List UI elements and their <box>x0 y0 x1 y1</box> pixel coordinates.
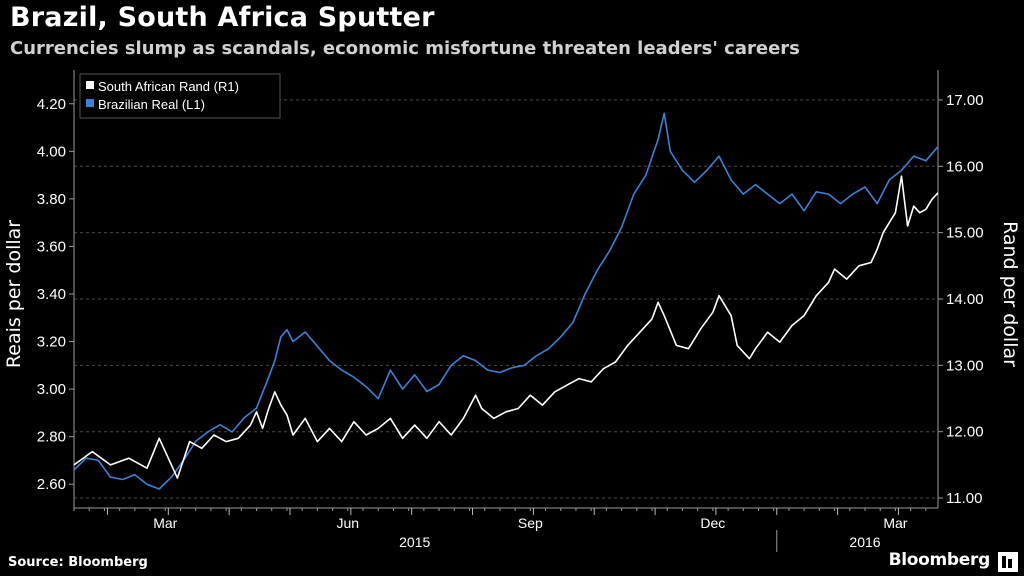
series-line-rand <box>73 175 939 479</box>
y-tick-label-right: 13.00 <box>946 357 984 374</box>
y-tick-label-right: 17.00 <box>946 92 984 109</box>
y-tick-label-right: 11.00 <box>946 490 982 507</box>
y-tick-label-left: 3.80 <box>37 191 66 208</box>
legend-box <box>79 73 281 119</box>
y-tick-label-left: 3.00 <box>37 381 66 398</box>
brand-name: Bloomberg <box>888 550 991 570</box>
y-tick-label-left: 2.60 <box>37 476 66 493</box>
chart-title: Brazil, South Africa Sputter <box>10 2 435 33</box>
chart-axes: 4.20 4.00 3.80 3.60 3.40 3.20 3.00 2.80 2.60 17.0… <box>3 70 1021 552</box>
y-tick-label-left: 2.80 <box>37 429 66 446</box>
y-tick-label-right: 16.00 <box>946 158 984 175</box>
x-tick-label-month: Dec <box>700 515 725 531</box>
y-tick-label-left: 4.00 <box>37 143 66 160</box>
grid-lines <box>74 99 938 499</box>
y-axis-title-left: Reais per dollar <box>3 220 25 368</box>
legend-label-real: Brazilian Real (L1) <box>98 97 205 112</box>
y-tick-label-left: 3.60 <box>37 238 66 255</box>
chart-subtitle: Currencies slump as scandals, economic m… <box>10 38 800 59</box>
source-note: Source: Bloomberg <box>8 555 148 570</box>
legend-swatch-real <box>86 99 94 107</box>
x-tick-label-year: 2015 <box>399 534 430 550</box>
y-tick-label-left: 3.20 <box>37 334 66 351</box>
x-tick-label-year: 2016 <box>849 534 880 550</box>
y-tick-label-left: 3.40 <box>37 286 66 303</box>
legend-label-rand: South African Rand (R1) <box>98 79 239 94</box>
y-axis-title-right: Rand per dollar <box>999 221 1021 367</box>
y-tick-label-right: 14.00 <box>946 291 984 308</box>
chart-legend: South African Rand (R1) Brazilian Real (… <box>79 73 281 119</box>
x-tick-label-month: Mar <box>883 515 907 531</box>
y-tick-label-right: 15.00 <box>946 225 984 242</box>
bloomberg-logo-icon <box>998 552 1018 572</box>
x-tick-label-month: Sep <box>518 515 543 531</box>
series-line-real <box>73 112 939 490</box>
x-tick-label-month: Mar <box>153 515 177 531</box>
legend-swatch-rand <box>86 81 94 89</box>
x-tick-label-month: Jun <box>337 515 360 531</box>
y-tick-label-right: 12.00 <box>946 424 984 441</box>
y-tick-label-left: 4.20 <box>37 96 66 113</box>
series-layer <box>73 112 939 490</box>
